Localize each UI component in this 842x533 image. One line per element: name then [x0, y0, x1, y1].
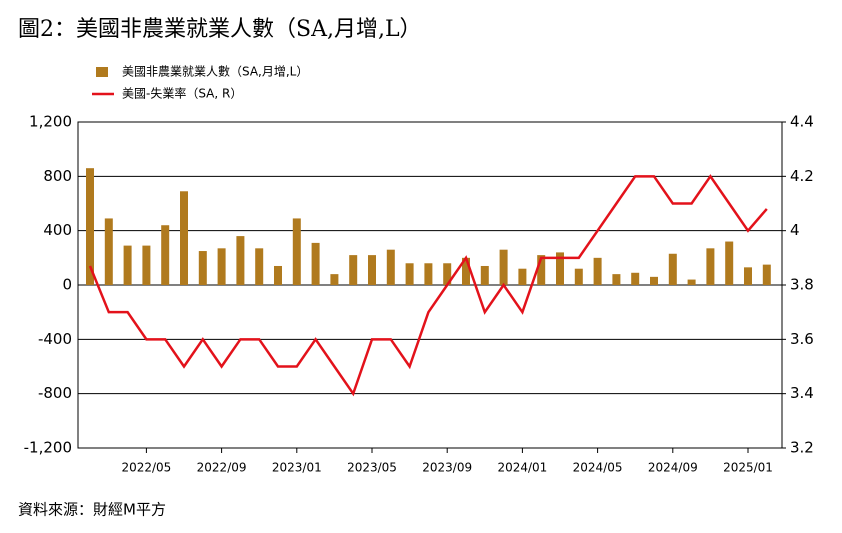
x-tick-label: 2023/05 [347, 461, 397, 475]
source-note: 資料來源：財經M平方 [18, 501, 166, 519]
bar [537, 255, 546, 285]
x-tick-label: 2022/09 [197, 461, 247, 475]
bar [631, 272, 640, 285]
y-tick-label: 800 [43, 167, 72, 185]
y2-tick-label: 3.2 [790, 439, 814, 457]
y2-tick-label: 3.4 [790, 384, 814, 402]
bar [161, 225, 170, 285]
bar [405, 263, 414, 285]
y-tick-label: 400 [43, 221, 72, 239]
y-tick-label: -400 [38, 330, 72, 348]
bar [499, 249, 508, 285]
bar [142, 245, 151, 285]
bar [706, 248, 715, 285]
x-tick-label: 2023/09 [422, 461, 472, 475]
bar [424, 263, 433, 285]
legend-label: 美國非農業就業人數（SA,月增,L） [122, 65, 308, 79]
legend-swatch [96, 67, 108, 77]
bar [462, 257, 470, 285]
bar [86, 168, 94, 285]
bar [236, 236, 245, 285]
bar [330, 274, 339, 285]
bar [556, 252, 564, 285]
x-tick-label: 2024/01 [497, 461, 547, 475]
y-tick-label: 0 [62, 276, 72, 294]
bar [518, 268, 527, 285]
bar [198, 251, 207, 285]
line [88, 174, 768, 397]
bar [104, 218, 113, 285]
bar [650, 276, 658, 285]
bar [762, 264, 771, 285]
y2-tick-label: 3.8 [790, 276, 814, 294]
y2-tick-label: 4.2 [790, 167, 814, 185]
x-tick-label: 2022/05 [121, 461, 171, 475]
bar [668, 253, 677, 285]
bar [368, 255, 376, 285]
chart-title: 圖2：美國非農業就業人數（SA,月增,L） [18, 17, 422, 42]
bar [612, 274, 621, 285]
y2-tick-label: 4 [790, 221, 800, 239]
bar [574, 268, 583, 285]
x-tick-label: 2024/09 [648, 461, 698, 475]
x-tick-label: 2024/05 [573, 461, 623, 475]
bar [386, 249, 395, 285]
bar [311, 242, 320, 285]
bar [180, 191, 188, 285]
plot-frame [77, 121, 783, 449]
y-tick-label: 1,200 [29, 113, 72, 131]
bar [123, 245, 132, 285]
bar [593, 257, 602, 285]
x-tick-label: 2023/01 [272, 461, 322, 475]
legend-label: 美國-失業率（SA, R） [122, 86, 242, 101]
y-tick-label: -1,200 [24, 439, 72, 457]
x-tick-label: 2025/01 [723, 461, 773, 475]
bar [725, 241, 734, 285]
bar [349, 255, 358, 285]
bar [255, 248, 264, 285]
y2-tick-label: 3.6 [790, 330, 814, 348]
bar [292, 218, 301, 285]
bar [274, 265, 282, 285]
bar [443, 263, 452, 285]
bar [687, 279, 696, 285]
bar [480, 265, 489, 285]
y-tick-label: -800 [38, 384, 72, 402]
bar [217, 248, 226, 285]
bar [744, 267, 752, 285]
y2-tick-label: 4.4 [790, 113, 814, 131]
